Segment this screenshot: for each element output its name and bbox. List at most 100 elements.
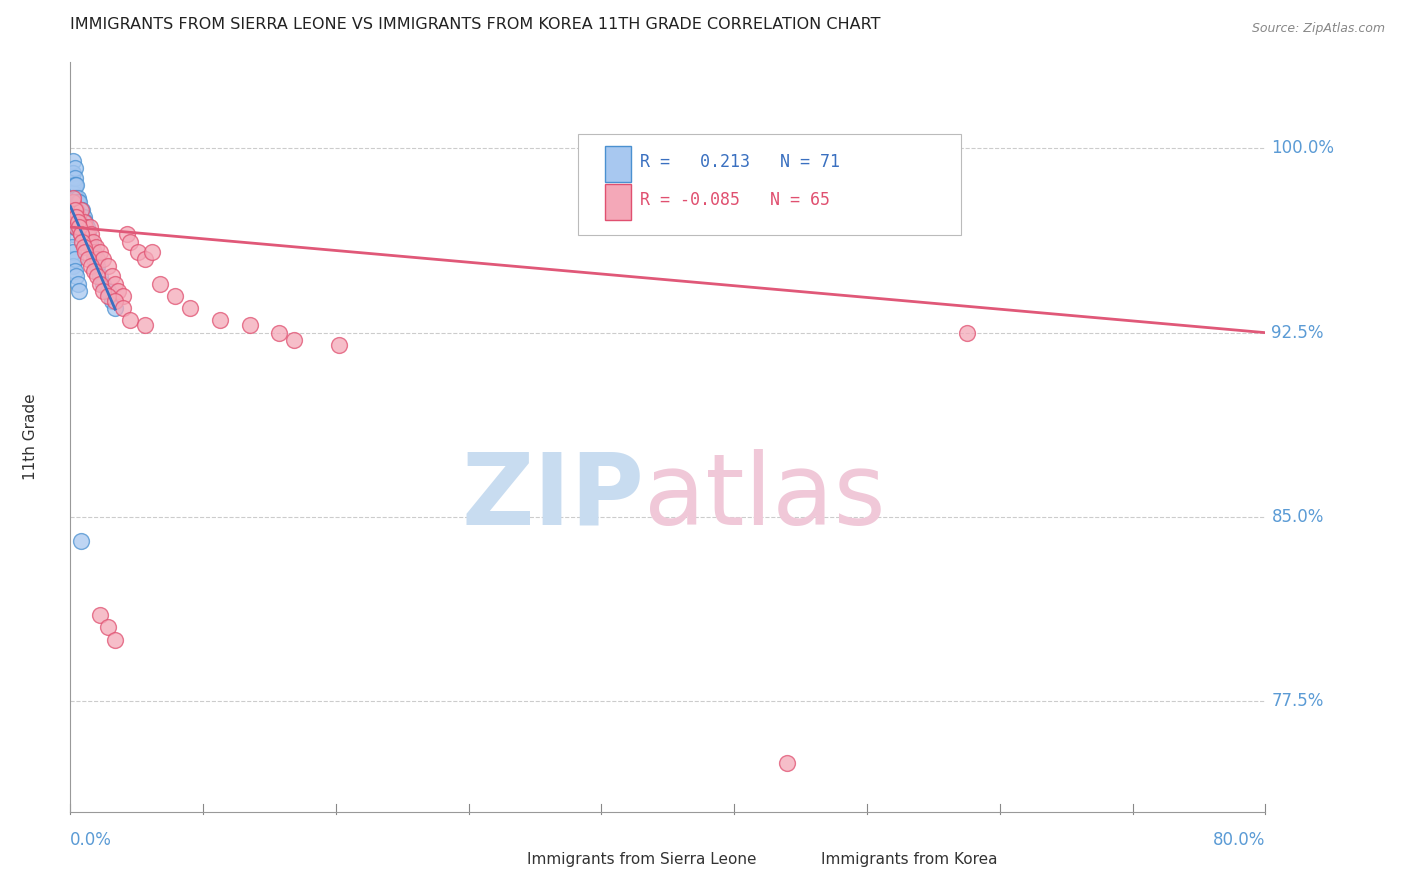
Point bbox=[76, 220, 98, 235]
Point bbox=[86, 269, 108, 284]
Point bbox=[269, 326, 291, 340]
Point bbox=[63, 220, 86, 235]
Text: ZIP: ZIP bbox=[461, 449, 644, 546]
Point bbox=[63, 202, 86, 217]
Point bbox=[62, 244, 84, 259]
Point bbox=[101, 293, 124, 308]
Point bbox=[62, 153, 84, 168]
Point bbox=[62, 215, 84, 229]
Point bbox=[83, 244, 105, 259]
Point bbox=[62, 178, 84, 193]
Text: R = -0.085   N = 65: R = -0.085 N = 65 bbox=[640, 191, 831, 209]
Point bbox=[104, 277, 127, 291]
Point bbox=[163, 289, 186, 303]
Point bbox=[63, 161, 86, 175]
Point bbox=[91, 277, 114, 291]
Point bbox=[65, 178, 87, 193]
Point bbox=[70, 220, 93, 235]
Text: R =   0.213   N = 71: R = 0.213 N = 71 bbox=[640, 153, 841, 171]
Point bbox=[63, 195, 86, 210]
Point bbox=[62, 202, 84, 217]
Point bbox=[70, 202, 93, 217]
Point bbox=[62, 166, 84, 180]
Point bbox=[97, 620, 120, 634]
Point bbox=[115, 227, 138, 242]
Point bbox=[63, 170, 86, 185]
Point bbox=[60, 252, 83, 266]
Point bbox=[62, 211, 84, 225]
Point bbox=[104, 632, 127, 647]
Point bbox=[60, 166, 83, 180]
Point bbox=[111, 301, 134, 315]
Point bbox=[66, 195, 89, 210]
Point bbox=[73, 211, 96, 225]
Text: 92.5%: 92.5% bbox=[1271, 324, 1324, 342]
Point bbox=[120, 235, 141, 249]
Point bbox=[97, 260, 120, 274]
Point bbox=[65, 220, 87, 235]
Point bbox=[69, 202, 91, 217]
Point bbox=[91, 284, 114, 298]
Point bbox=[67, 195, 90, 210]
Point bbox=[67, 211, 90, 225]
Point bbox=[127, 244, 149, 259]
Point bbox=[60, 190, 83, 204]
Point bbox=[83, 252, 105, 266]
Point bbox=[69, 227, 91, 242]
Point bbox=[75, 220, 97, 235]
Text: 80.0%: 80.0% bbox=[1213, 831, 1265, 849]
Point bbox=[62, 195, 84, 210]
Point bbox=[73, 215, 96, 229]
Text: atlas: atlas bbox=[644, 449, 886, 546]
Point bbox=[89, 269, 111, 284]
Point bbox=[69, 227, 91, 242]
Point bbox=[62, 260, 84, 274]
Point bbox=[66, 202, 89, 217]
Point bbox=[67, 215, 90, 229]
Point bbox=[66, 215, 89, 229]
Point bbox=[75, 227, 97, 242]
Point bbox=[97, 284, 120, 298]
Point bbox=[70, 211, 93, 225]
Point bbox=[66, 277, 89, 291]
Point bbox=[239, 318, 262, 333]
Point bbox=[104, 301, 127, 315]
Point bbox=[89, 608, 111, 623]
Point bbox=[776, 756, 799, 770]
Point bbox=[86, 260, 108, 274]
Point bbox=[328, 338, 350, 352]
Point bbox=[120, 313, 141, 327]
Point bbox=[80, 227, 103, 242]
Point bbox=[89, 277, 111, 291]
Point bbox=[65, 211, 87, 225]
Point bbox=[107, 284, 129, 298]
Point bbox=[63, 202, 86, 217]
Point bbox=[63, 264, 86, 278]
Point bbox=[63, 252, 86, 266]
Bar bbox=[605, 184, 631, 219]
Text: 85.0%: 85.0% bbox=[1271, 508, 1324, 526]
Point bbox=[63, 178, 86, 193]
Point bbox=[83, 264, 105, 278]
Point bbox=[101, 269, 124, 284]
Point bbox=[69, 211, 91, 225]
Point bbox=[97, 289, 120, 303]
Point bbox=[91, 252, 114, 266]
Point bbox=[66, 211, 89, 225]
Bar bbox=[605, 146, 631, 182]
Point bbox=[82, 244, 104, 259]
Point bbox=[60, 186, 83, 200]
Point bbox=[79, 220, 101, 235]
Point bbox=[60, 178, 83, 193]
Point bbox=[77, 252, 100, 266]
Point bbox=[134, 252, 156, 266]
Point bbox=[76, 235, 98, 249]
Point bbox=[62, 190, 84, 204]
Point bbox=[111, 289, 134, 303]
Point bbox=[60, 240, 83, 254]
Bar bbox=[787, 849, 814, 871]
Text: Immigrants from Sierra Leone: Immigrants from Sierra Leone bbox=[527, 852, 756, 867]
Point bbox=[65, 190, 87, 204]
Text: 100.0%: 100.0% bbox=[1271, 139, 1334, 157]
Point bbox=[65, 202, 87, 217]
